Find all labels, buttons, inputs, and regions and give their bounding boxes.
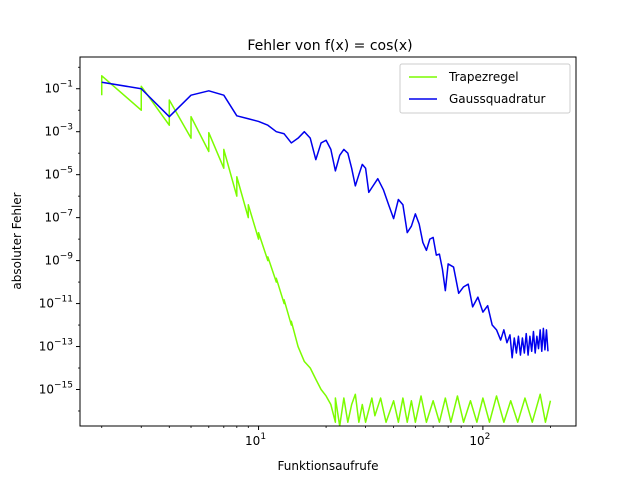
x-tick-label: 102 (469, 432, 490, 448)
y-tick-label: 10−7 (44, 209, 73, 225)
series-line-trapezregel (100, 75, 552, 426)
y-tick-label: 10−9 (44, 252, 73, 268)
y-tick-label: 10−13 (39, 338, 73, 354)
y-axis: 10−1 10−3 10−5 10−7 10−9 10−11 10−13 10−15 (39, 66, 80, 412)
x-axis-label: Funktionsaufrufe (278, 459, 379, 473)
series-layer (100, 75, 552, 426)
y-tick-label: 10−1 (44, 80, 73, 96)
series-line-gaussquadratur (101, 81, 549, 359)
legend-box (399, 63, 571, 114)
plot-area (100, 75, 552, 426)
legend: Trapezregel Gaussquadratur (399, 63, 571, 114)
x-axis: 101 102 (101, 426, 551, 448)
legend-label-gaussquadratur: Gaussquadratur (449, 92, 546, 106)
axes-frame (79, 56, 577, 427)
y-axis-label: absoluter Fehler (10, 192, 24, 289)
y-tick-label: 10−3 (44, 123, 73, 139)
y-tick-label: 10−11 (39, 295, 73, 311)
x-tick-label: 101 (245, 432, 266, 448)
y-tick-label: 10−5 (44, 166, 73, 182)
chart-title: Fehler von f(x) = cos(x) (247, 38, 412, 54)
y-tick-label: 10−15 (39, 381, 73, 397)
legend-label-trapezregel: Trapezregel (448, 70, 519, 84)
